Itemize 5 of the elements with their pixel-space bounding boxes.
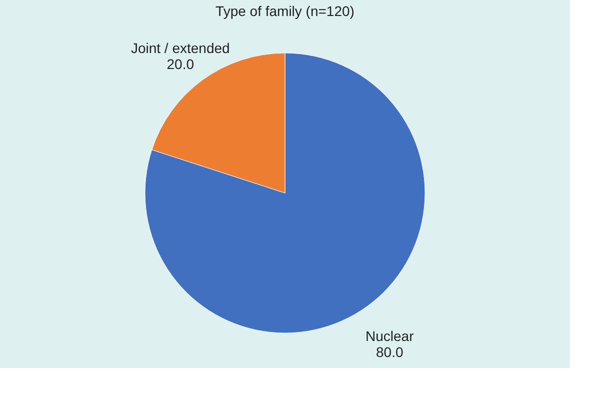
data-label: 20.0 <box>166 56 194 72</box>
slice-label: Nuclear <box>366 328 414 344</box>
slice-label: Joint / extended <box>130 40 230 56</box>
data-label: 80.0 <box>376 344 404 360</box>
chart-title: Type of family (n=120) <box>216 3 354 19</box>
